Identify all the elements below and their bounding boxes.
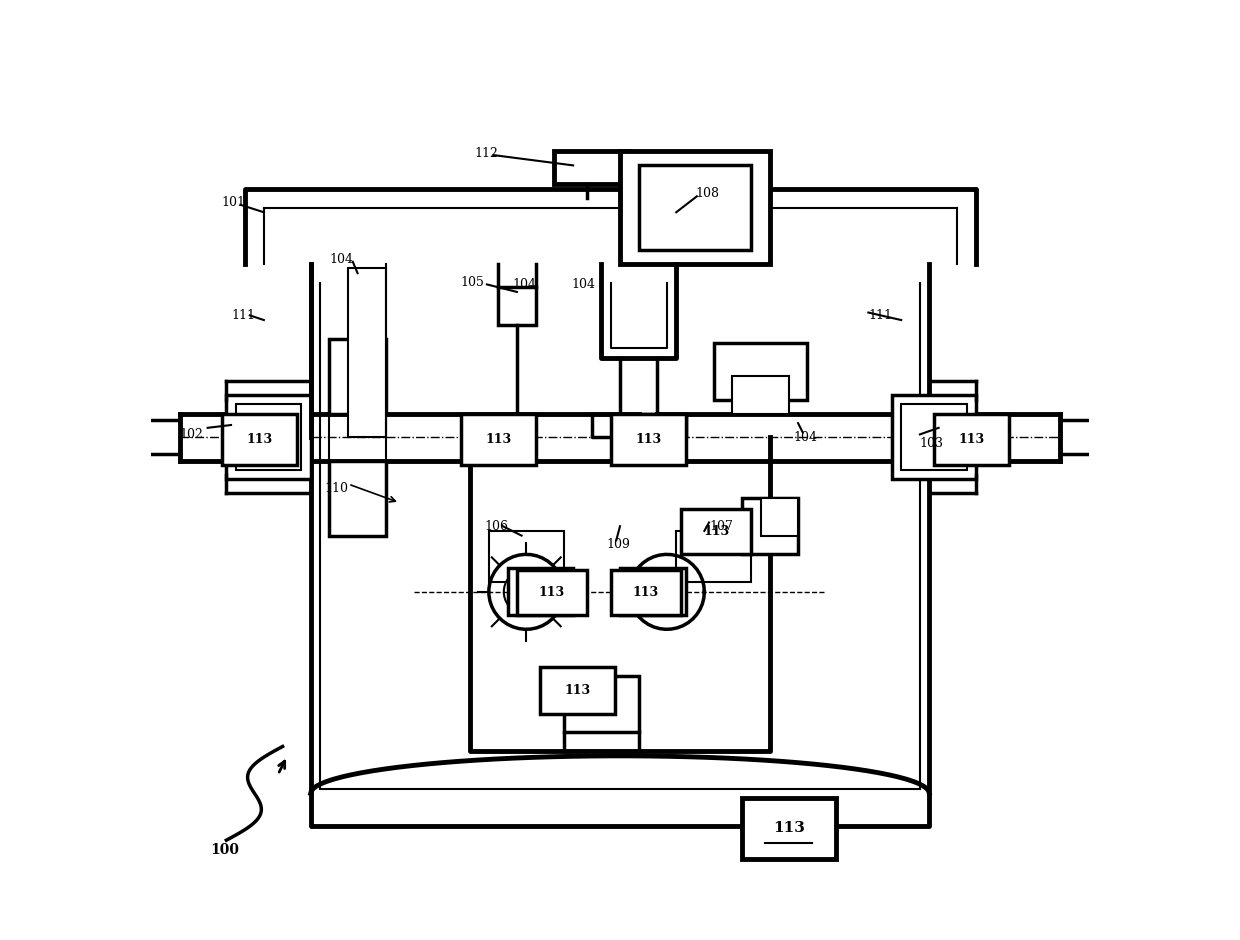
- Bar: [564, 676, 639, 732]
- Bar: [610, 571, 681, 616]
- Text: 113: 113: [635, 433, 661, 446]
- Text: 107: 107: [709, 520, 733, 533]
- Text: 106: 106: [484, 520, 508, 533]
- Text: 104: 104: [794, 431, 817, 444]
- Bar: [507, 569, 573, 616]
- Text: 111: 111: [868, 309, 893, 321]
- Bar: [742, 798, 836, 859]
- Bar: [227, 395, 311, 479]
- Bar: [934, 414, 1009, 465]
- Bar: [330, 338, 386, 414]
- Bar: [714, 343, 807, 399]
- Bar: [892, 395, 976, 479]
- Bar: [236, 404, 301, 470]
- Bar: [554, 151, 630, 184]
- Bar: [620, 151, 770, 264]
- Bar: [892, 414, 939, 461]
- Text: 113: 113: [485, 433, 511, 446]
- Text: 102: 102: [179, 428, 203, 441]
- Text: 113: 113: [539, 587, 565, 600]
- Bar: [676, 531, 751, 583]
- Text: 110: 110: [325, 482, 348, 495]
- Bar: [760, 498, 799, 536]
- Bar: [620, 569, 686, 616]
- Text: 100: 100: [211, 842, 239, 856]
- Text: 113: 113: [564, 683, 591, 697]
- Text: 104: 104: [572, 278, 595, 291]
- Text: 104: 104: [512, 278, 536, 291]
- Text: 113: 113: [703, 525, 729, 539]
- Text: 112: 112: [475, 147, 498, 160]
- Bar: [901, 404, 967, 470]
- Bar: [742, 498, 799, 555]
- Bar: [681, 509, 751, 555]
- Text: 105: 105: [460, 276, 484, 290]
- Bar: [489, 531, 564, 583]
- Bar: [498, 288, 536, 324]
- Text: 111: 111: [231, 309, 255, 321]
- Bar: [517, 571, 588, 616]
- Bar: [330, 461, 386, 536]
- Bar: [222, 414, 296, 465]
- Text: 113: 113: [959, 433, 985, 446]
- Bar: [348, 269, 386, 437]
- Bar: [610, 414, 686, 465]
- Text: 113: 113: [773, 822, 805, 836]
- Bar: [461, 414, 536, 465]
- Text: 108: 108: [694, 187, 719, 200]
- Text: 101: 101: [222, 196, 246, 210]
- Bar: [541, 666, 615, 713]
- Text: 109: 109: [606, 539, 630, 552]
- Text: 113: 113: [632, 587, 658, 600]
- Text: 103: 103: [920, 437, 944, 450]
- Bar: [639, 165, 751, 250]
- Text: 104: 104: [330, 253, 353, 266]
- Text: 113: 113: [246, 433, 273, 446]
- Bar: [264, 414, 311, 461]
- Bar: [733, 376, 789, 414]
